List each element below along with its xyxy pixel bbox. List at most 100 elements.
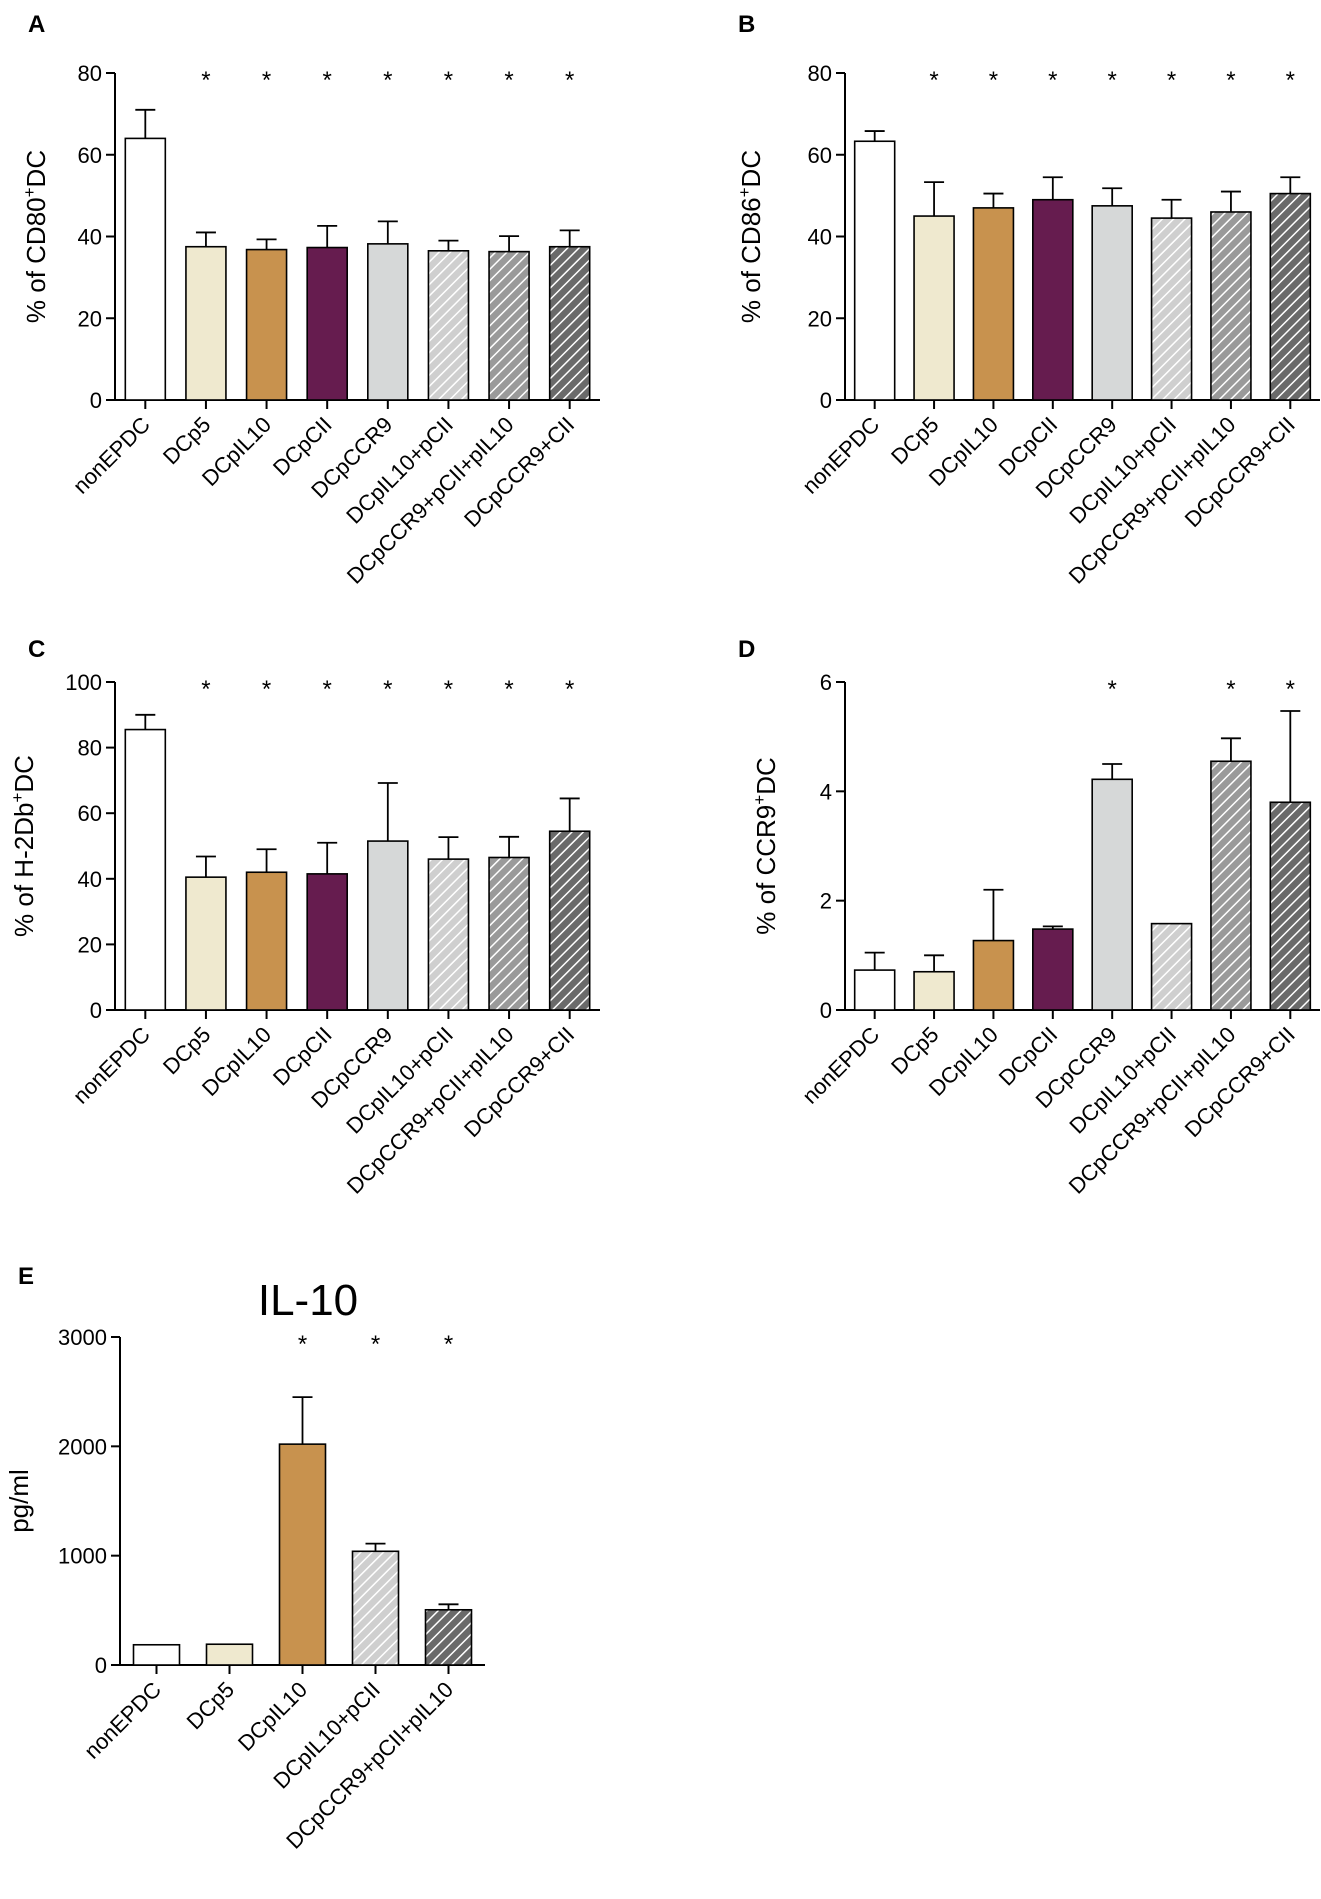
x-tick-label: nonEPDC: [797, 1022, 884, 1109]
significance-star: *: [1226, 676, 1235, 703]
y-tick-label: 80: [78, 736, 102, 761]
bar: [427, 858, 470, 1011]
chart-title: IL-10: [258, 1276, 358, 1325]
bar: [488, 856, 530, 1011]
y-tick-label: 20: [808, 306, 832, 331]
y-tick-label: 0: [95, 1653, 107, 1678]
x-tick-label: DCp5: [158, 412, 215, 469]
significance-star: *: [1286, 676, 1295, 703]
x-tick-label: DCpIL10+pCII: [341, 1022, 458, 1139]
y-tick-label: 4: [820, 779, 832, 804]
bar: [488, 250, 530, 401]
bar: [1150, 922, 1193, 1011]
significance-star: *: [383, 67, 392, 94]
x-tick-label: DCpCCR9+CII: [459, 1022, 579, 1142]
bar: [913, 215, 955, 401]
y-tick-label: 20: [78, 932, 102, 957]
bar: [427, 250, 470, 401]
significance-star: *: [262, 676, 271, 703]
y-tick-label: 1000: [58, 1544, 107, 1569]
y-tick-label: 40: [78, 867, 102, 892]
y-tick-label: 60: [78, 801, 102, 826]
bar: [351, 1550, 400, 1666]
y-tick-label: 6: [820, 670, 832, 695]
bar: [1269, 801, 1312, 1011]
significance-star: *: [444, 676, 453, 703]
significance-star: *: [1167, 67, 1176, 94]
y-tick-label: 2: [820, 889, 832, 914]
significance-star: *: [929, 67, 938, 94]
bar: [306, 246, 348, 401]
bar: [1150, 217, 1193, 401]
y-tick-label: 40: [808, 225, 832, 250]
bar: [1032, 928, 1074, 1011]
significance-star: *: [262, 67, 271, 94]
bar: [548, 830, 591, 1011]
x-tick-label: DCpCCR9+CII: [459, 412, 579, 532]
x-tick-label: nonEPDC: [68, 1022, 155, 1109]
significance-star: *: [383, 676, 392, 703]
y-tick-label: 40: [78, 225, 102, 250]
significance-star: *: [371, 1331, 380, 1358]
bar: [1091, 778, 1133, 1011]
x-tick-label: nonEPDC: [68, 412, 155, 499]
bar: [132, 1643, 181, 1666]
bar: [548, 245, 591, 401]
bar: [1032, 198, 1074, 401]
y-axis-label: % of CCR9+DC: [750, 757, 781, 935]
x-tick-label: DCp5: [182, 1677, 239, 1734]
y-tick-label: 100: [65, 670, 102, 695]
significance-star: *: [201, 676, 210, 703]
bar: [424, 1608, 473, 1666]
chart-panel-c: C 0 20 40 60 80 100 % of H-2Db+DC nonEPDC * DCp5 * D…: [8, 636, 600, 1199]
y-tick-label: 80: [78, 61, 102, 86]
significance-star: *: [1108, 676, 1117, 703]
x-tick-label: DCp5: [158, 1022, 215, 1079]
significance-star: *: [504, 67, 513, 94]
bar: [205, 1643, 254, 1666]
bar: [185, 876, 227, 1011]
significance-star: *: [201, 67, 210, 94]
bar: [278, 1443, 327, 1666]
y-axis-label: % of H-2Db+DC: [8, 755, 39, 937]
significance-star: *: [298, 1331, 307, 1358]
significance-star: *: [1286, 67, 1295, 94]
y-tick-label: 20: [78, 306, 102, 331]
x-tick-label: DCp5: [886, 412, 943, 469]
y-tick-label: 3000: [58, 1325, 107, 1350]
y-axis-label: % of CD86+DC: [735, 150, 766, 323]
significance-star: *: [323, 676, 332, 703]
bar: [1269, 192, 1312, 401]
significance-star: *: [444, 1331, 453, 1358]
y-tick-label: 0: [820, 998, 832, 1023]
bar: [245, 248, 288, 401]
panel-label: E: [18, 1263, 34, 1290]
x-tick-label: DCpIL10+pCII: [341, 412, 458, 529]
panel-label: C: [28, 636, 45, 663]
x-tick-label: nonEPDC: [797, 412, 884, 499]
bar: [853, 969, 896, 1011]
y-tick-label: 80: [808, 61, 832, 86]
y-tick-label: 2000: [58, 1434, 107, 1459]
y-axis-label: pg/ml: [4, 1469, 34, 1533]
significance-star: *: [1108, 67, 1117, 94]
significance-star: *: [1048, 67, 1057, 94]
significance-star: *: [565, 676, 574, 703]
significance-star: *: [989, 67, 998, 94]
chart-panel-a: A 0 20 40 60 80 % of CD80+DC nonEPDC * DCp5 * DCpIL…: [20, 11, 600, 589]
y-tick-label: 0: [820, 388, 832, 413]
bar: [1210, 211, 1252, 401]
significance-star: *: [565, 67, 574, 94]
significance-star: *: [444, 67, 453, 94]
y-axis-label: % of CD80+DC: [20, 150, 51, 323]
bar: [972, 207, 1015, 401]
x-tick-label: nonEPDC: [79, 1677, 166, 1764]
y-tick-label: 60: [808, 143, 832, 168]
bar: [972, 939, 1015, 1011]
bar: [124, 728, 167, 1011]
